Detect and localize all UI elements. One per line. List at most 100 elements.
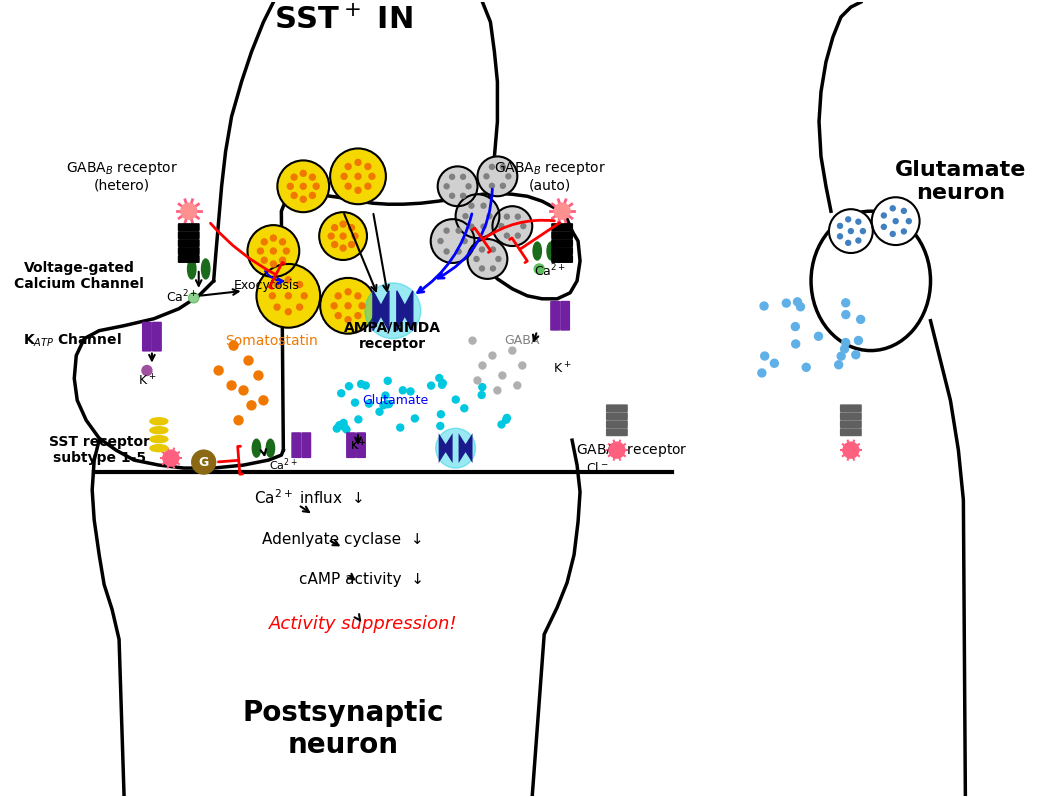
FancyBboxPatch shape [840,404,862,412]
Circle shape [506,174,511,179]
Text: Cl$^-$: Cl$^-$ [585,461,608,475]
Circle shape [319,212,367,260]
Circle shape [463,214,468,218]
Text: K$_{ATP}$ Channel: K$_{ATP}$ Channel [23,332,122,349]
Circle shape [192,450,216,474]
Circle shape [534,264,544,274]
FancyBboxPatch shape [840,420,862,428]
Circle shape [336,293,341,299]
Circle shape [256,264,320,328]
Circle shape [505,233,510,238]
Circle shape [478,383,486,391]
Circle shape [438,238,443,244]
FancyBboxPatch shape [178,223,199,231]
Circle shape [345,316,351,323]
Circle shape [842,311,850,319]
Circle shape [881,213,886,218]
FancyBboxPatch shape [178,255,199,263]
Circle shape [463,238,467,244]
Circle shape [380,402,387,409]
FancyBboxPatch shape [178,239,199,247]
FancyBboxPatch shape [606,428,628,436]
Text: K$^+$: K$^+$ [553,361,572,376]
Ellipse shape [252,439,260,457]
FancyBboxPatch shape [840,412,862,420]
Circle shape [330,148,386,204]
Circle shape [300,183,306,189]
Circle shape [793,298,801,306]
Circle shape [893,218,898,224]
Circle shape [348,225,355,230]
Circle shape [331,225,338,230]
Circle shape [362,382,369,389]
Circle shape [554,203,570,219]
Circle shape [466,184,471,189]
Circle shape [837,234,842,239]
FancyBboxPatch shape [551,231,573,239]
FancyBboxPatch shape [551,239,573,247]
Circle shape [239,386,248,395]
FancyBboxPatch shape [178,231,199,239]
Circle shape [906,218,912,224]
Circle shape [435,375,443,382]
Circle shape [229,341,238,350]
Circle shape [386,400,392,407]
Text: Glutamate
neuron: Glutamate neuron [895,159,1026,203]
Circle shape [837,223,842,229]
FancyBboxPatch shape [301,432,312,458]
Circle shape [792,340,799,348]
Text: Ca$^{2+}$: Ca$^{2+}$ [166,289,198,305]
Circle shape [355,174,361,179]
Circle shape [469,224,474,229]
Circle shape [856,238,861,243]
Circle shape [477,156,517,196]
Circle shape [455,194,499,238]
PathPatch shape [397,291,412,331]
PathPatch shape [438,434,452,463]
Circle shape [358,380,365,387]
Circle shape [872,197,920,245]
Circle shape [499,372,506,379]
Circle shape [259,396,267,405]
Circle shape [355,187,361,193]
Circle shape [491,266,495,271]
Circle shape [369,174,374,179]
Circle shape [452,396,459,403]
Text: Postsynaptic
neuron: Postsynaptic neuron [242,699,444,759]
Circle shape [487,214,492,218]
Circle shape [857,316,864,324]
Circle shape [355,293,361,299]
Circle shape [355,416,362,423]
Circle shape [352,233,358,239]
Circle shape [292,175,297,180]
Circle shape [274,304,280,310]
Text: Glutamate: Glutamate [363,394,429,406]
Circle shape [852,351,860,359]
Circle shape [384,401,391,408]
Circle shape [331,241,338,248]
Circle shape [437,167,477,206]
Circle shape [411,415,419,422]
Circle shape [509,347,516,354]
Ellipse shape [188,259,196,279]
Circle shape [474,257,479,261]
Circle shape [142,366,152,375]
Circle shape [351,399,359,406]
Circle shape [461,405,468,412]
FancyBboxPatch shape [292,432,301,458]
Ellipse shape [533,242,541,260]
Circle shape [365,183,371,189]
Circle shape [348,241,355,248]
FancyBboxPatch shape [606,404,628,412]
Circle shape [835,361,842,369]
Circle shape [845,241,851,245]
FancyBboxPatch shape [346,432,356,458]
Circle shape [461,194,466,198]
Circle shape [891,231,895,237]
Circle shape [519,362,526,369]
Circle shape [481,224,486,229]
Circle shape [504,414,511,422]
Circle shape [440,379,446,387]
Circle shape [345,303,351,308]
Circle shape [791,323,799,331]
